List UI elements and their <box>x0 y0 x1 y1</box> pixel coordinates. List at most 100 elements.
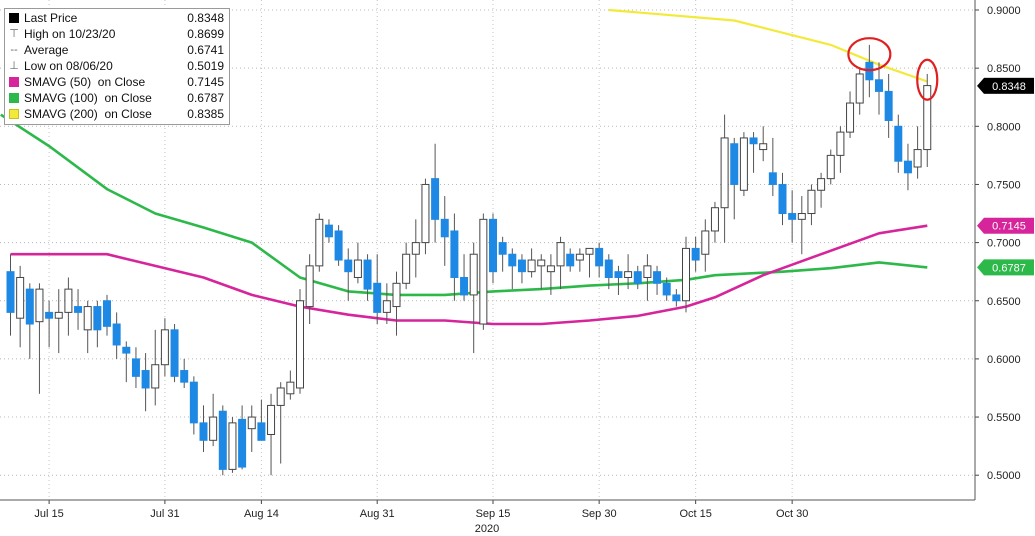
last-value-label: 0.6787 <box>992 262 1026 274</box>
legend-label: SMAVG (200) on Close <box>24 107 152 121</box>
annotation-layer <box>847 37 939 101</box>
x-tick-label: Aug 14 <box>244 508 279 520</box>
candle-body <box>296 300 304 389</box>
y-tick-label: 0.5000 <box>987 470 1021 482</box>
candle-body <box>855 73 864 104</box>
candle-body <box>479 218 488 325</box>
candle-body <box>6 271 15 313</box>
candle-body <box>903 160 912 174</box>
candle-body <box>633 271 642 284</box>
candle-body <box>16 276 25 319</box>
x-tick-label: Oct 30 <box>776 508 808 520</box>
candle-body <box>373 282 382 313</box>
candlestick-layer <box>6 44 932 476</box>
candle-body <box>25 288 34 325</box>
candle-body <box>353 259 362 278</box>
y-tick-label: 0.5500 <box>987 412 1021 424</box>
candle-body <box>209 416 218 441</box>
candle-body <box>450 230 459 278</box>
legend-item: SMAVG (50) on Close 0.7145 <box>5 74 229 90</box>
legend-value: 0.7145 <box>187 75 224 89</box>
candle-body <box>585 247 594 255</box>
candle-body <box>267 404 276 435</box>
y-tick-label: 0.7000 <box>987 238 1021 250</box>
candle-body <box>682 247 690 302</box>
candle-body <box>836 131 845 156</box>
candle-body <box>527 259 536 273</box>
candle-body <box>894 125 903 162</box>
candle-body <box>141 370 150 389</box>
candle-body <box>817 178 826 191</box>
candle-body <box>189 381 198 424</box>
chart-legend: Last Price 0.8348 ⊤ High on 10/23/20 0.8699-… <box>4 8 230 125</box>
candle-body <box>228 422 237 470</box>
candle-body <box>103 300 111 327</box>
candle-body <box>595 247 604 267</box>
candle-body <box>566 253 575 267</box>
legend-glyph-icon: ⊥ <box>9 60 19 72</box>
candle-body <box>402 253 411 284</box>
x-tick-label: Aug 31 <box>360 508 395 520</box>
candle-body <box>363 259 372 290</box>
candle-body <box>710 207 719 232</box>
last-value-label: 0.8348 <box>992 81 1026 93</box>
candle-body <box>826 154 835 180</box>
candle-body <box>469 253 478 296</box>
legend-glyph-icon: -- <box>10 44 18 56</box>
legend-swatch <box>9 13 19 23</box>
candle-body <box>788 213 797 220</box>
legend-item: SMAVG (100) on Close 0.6787 <box>5 90 229 106</box>
legend-label: Low on 08/06/20 <box>24 59 113 73</box>
candle-body <box>730 143 739 185</box>
y-tick-label: 0.8500 <box>987 63 1021 75</box>
candle-body <box>575 253 584 261</box>
candle-body <box>45 311 54 319</box>
candle-body <box>199 422 208 441</box>
candle-body <box>624 271 633 278</box>
x-tick-label: Oct 15 <box>679 508 711 520</box>
legend-item: ⊤ High on 10/23/20 0.8699 <box>5 26 229 42</box>
legend-value: 0.8699 <box>187 27 224 41</box>
sma-50-line <box>10 224 928 326</box>
last-value-box <box>984 77 1034 94</box>
candle-body <box>807 189 816 215</box>
highlight-ellipse <box>916 58 939 101</box>
legend-value: 0.8385 <box>187 107 224 121</box>
legend-item: -- Average 0.6741 <box>5 42 229 58</box>
x-axis-label: 2020 <box>475 523 499 535</box>
candle-body <box>460 276 469 296</box>
last-value-box <box>984 217 1034 234</box>
legend-item: ⊥ Low on 08/06/20 0.5019 <box>5 58 229 74</box>
candle-body <box>122 346 131 354</box>
candle-body <box>315 218 324 267</box>
candle-body <box>421 183 430 244</box>
candle-body <box>35 288 44 323</box>
legend-value: 0.5019 <box>187 59 224 73</box>
candle-body <box>846 102 855 133</box>
legend-swatch <box>9 77 19 87</box>
candle-body <box>517 259 526 273</box>
candle-body <box>720 137 729 209</box>
candle-body <box>556 242 565 267</box>
candle-body <box>884 90 893 121</box>
legend-swatch <box>9 109 19 119</box>
candle-body <box>218 410 227 470</box>
candle-body <box>672 294 681 302</box>
candle-body <box>74 306 83 313</box>
axis-layer: 0.9000 0.8500 0.8000 0.7500 0.7000 0.6500 0.60… <box>0 0 1034 520</box>
candle-body <box>247 416 256 430</box>
candle-body <box>180 370 189 383</box>
candle-body <box>334 230 343 261</box>
y-tick-label: 0.9000 <box>987 5 1021 17</box>
legend-label: Average <box>24 43 69 57</box>
legend-swatch <box>9 93 19 103</box>
candle-body <box>508 253 517 267</box>
candle-body <box>257 422 266 441</box>
candle-body <box>913 149 922 168</box>
candle-body <box>131 358 140 377</box>
highlight-ellipse <box>847 37 892 72</box>
candle-body <box>537 259 546 267</box>
legend-value: 0.6741 <box>187 43 224 57</box>
candle-body <box>54 311 63 319</box>
candle-body <box>749 137 758 145</box>
